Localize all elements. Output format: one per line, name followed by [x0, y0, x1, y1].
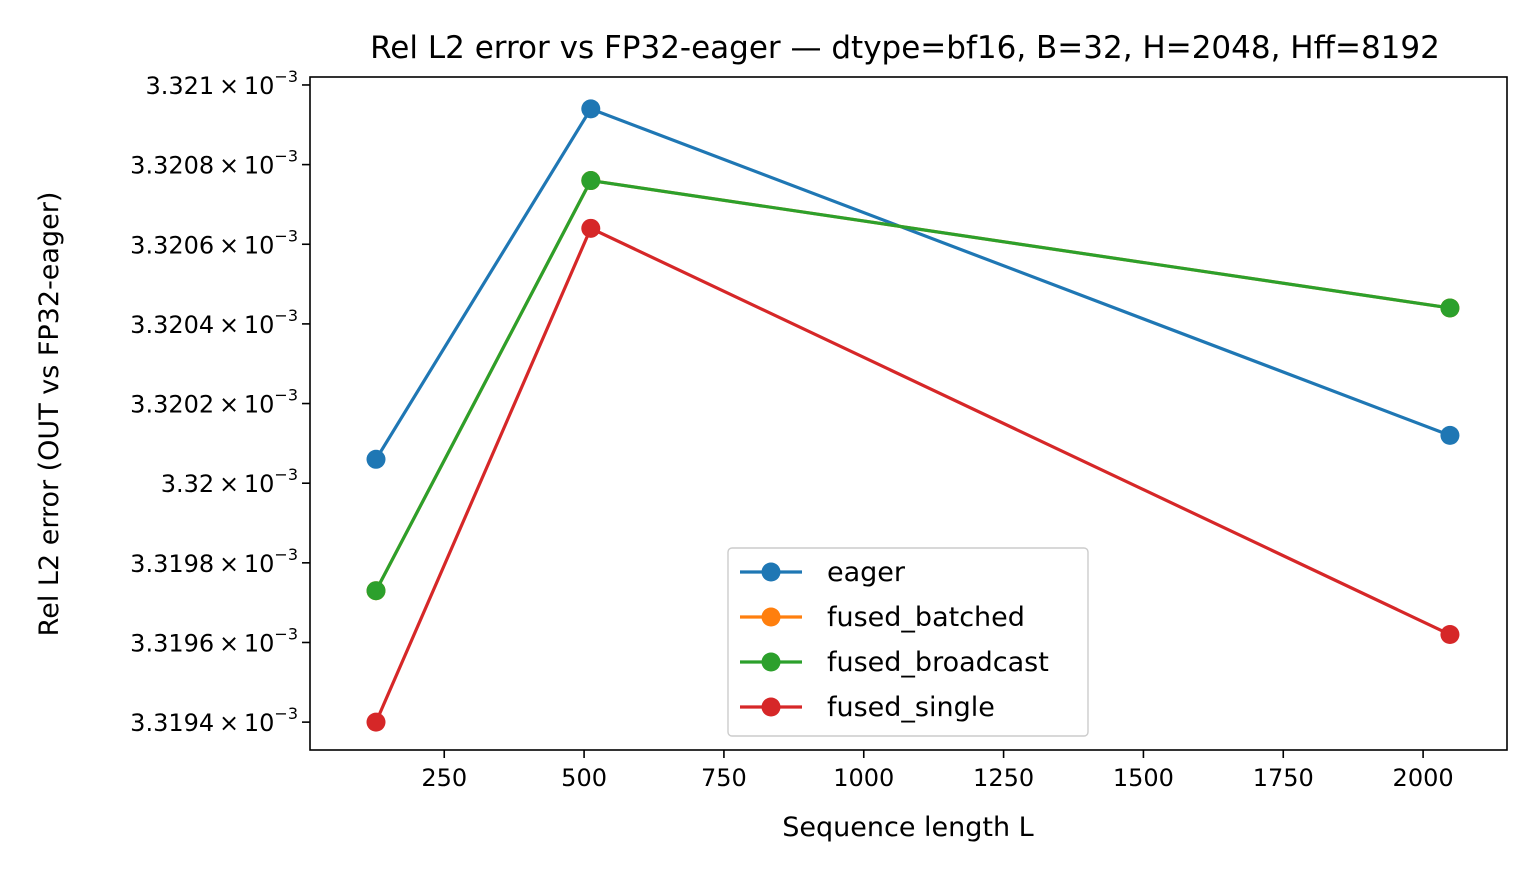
x-tick-label: 1000 [833, 764, 894, 792]
y-tick-times: × [219, 311, 239, 339]
chart-title: Rel L2 error vs FP32-eager — dtype=bf16,… [370, 30, 1440, 66]
y-tick-mantissa: 3.3208 [130, 152, 214, 180]
x-tick-label: 1250 [973, 764, 1034, 792]
y-tick-base: 10 [244, 391, 275, 419]
x-tick-label: 1750 [1253, 764, 1314, 792]
data-point-fused_single [581, 218, 601, 238]
y-tick-times: × [219, 550, 239, 578]
y-tick-base: 10 [244, 231, 275, 259]
y-tick-label: 3.3204 × 10−3 [130, 306, 298, 339]
x-tick-label: 2000 [1393, 764, 1454, 792]
legend-label: fused_single [827, 692, 995, 723]
legend-marker [761, 562, 781, 582]
y-tick-mantissa: 3.3204 [130, 311, 214, 339]
legend-label: fused_broadcast [827, 647, 1049, 678]
series-fused_batched [366, 171, 1460, 601]
y-tick-mantissa: 3.32 [161, 470, 214, 498]
legend-label: fused_batched [827, 602, 1025, 633]
y-tick-times: × [219, 231, 239, 259]
plot-frame [309, 76, 1508, 751]
y-tick-exponent: −3 [274, 226, 298, 245]
y-tick-label: 3.3196 × 10−3 [130, 624, 298, 657]
legend-item-fused_single: fused_single [740, 692, 995, 723]
series-eager [366, 99, 1460, 469]
y-tick-exponent: −3 [274, 67, 298, 86]
legend-box [727, 547, 1089, 737]
y-tick-base: 10 [244, 311, 275, 339]
y-tick-exponent: −3 [274, 704, 298, 723]
y-tick-times: × [219, 152, 239, 180]
series-fused_single [366, 218, 1460, 732]
y-tick-mantissa: 3.321 [145, 72, 214, 100]
data-point-fused_broadcast [366, 581, 386, 601]
data-point-eager [366, 449, 386, 469]
y-tick-exponent: −3 [274, 306, 298, 325]
y-tick-exponent: −3 [274, 147, 298, 166]
y-tick-times: × [219, 470, 239, 498]
series-line-fused_batched [374, 178, 1451, 592]
x-tick-label: 750 [701, 764, 747, 792]
y-tick-base: 10 [244, 629, 275, 657]
y-tick-mantissa: 3.3198 [130, 550, 214, 578]
x-tick-label: 250 [421, 764, 467, 792]
legend-label: eager [827, 557, 906, 588]
x-tick-label: 500 [561, 764, 607, 792]
y-tick-label: 3.32 × 10−3 [161, 465, 298, 498]
y-tick-label: 3.3208 × 10−3 [130, 147, 298, 180]
data-point-fused_broadcast [581, 171, 601, 191]
x-tick-label: 1500 [1113, 764, 1174, 792]
y-tick-times: × [219, 72, 239, 100]
legend-item-fused_batched: fused_batched [740, 602, 1025, 633]
y-tick-exponent: −3 [274, 624, 298, 643]
y-tick-base: 10 [244, 709, 275, 737]
y-tick-times: × [219, 629, 239, 657]
data-point-fused_broadcast [1440, 298, 1460, 318]
y-tick-exponent: −3 [274, 545, 298, 564]
y-tick-label: 3.3202 × 10−3 [130, 386, 298, 419]
legend-marker [761, 697, 781, 717]
series-line-fused_broadcast [374, 178, 1451, 592]
data-point-eager [581, 99, 601, 119]
y-tick-label: 3.3206 × 10−3 [130, 226, 298, 259]
legend-item-eager: eager [740, 557, 906, 588]
series-fused_broadcast [366, 171, 1460, 601]
y-tick-label: 3.3194 × 10−3 [130, 704, 298, 737]
y-tick-mantissa: 3.3202 [130, 391, 214, 419]
x-axis-label: Sequence length L [782, 812, 1033, 843]
y-axis-ticks: 3.3194 × 10−33.3196 × 10−33.3198 × 10−33… [130, 67, 310, 737]
y-tick-mantissa: 3.3194 [130, 709, 214, 737]
legend-item-fused_broadcast: fused_broadcast [740, 647, 1049, 678]
y-tick-base: 10 [244, 470, 275, 498]
y-tick-base: 10 [244, 152, 275, 180]
y-tick-times: × [219, 391, 239, 419]
y-tick-base: 10 [244, 550, 275, 578]
x-axis-ticks: 250 500 750 1000 1250 1500 1750 2000 [421, 750, 1454, 792]
y-tick-base: 10 [244, 72, 275, 100]
y-tick-exponent: −3 [274, 386, 298, 405]
y-tick-mantissa: 3.3206 [130, 231, 214, 259]
y-tick-exponent: −3 [274, 465, 298, 484]
legend-marker [761, 652, 781, 672]
data-point-fused_single [366, 712, 386, 732]
legend: eager fused_batched fused_broadcast fused_s… [727, 547, 1089, 737]
y-tick-label: 3.321 × 10−3 [145, 67, 298, 100]
y-axis-label: Rel L2 error (OUT vs FP32-eager) [34, 192, 65, 637]
legend-marker [761, 607, 781, 627]
data-point-eager [1440, 425, 1460, 445]
y-tick-times: × [219, 709, 239, 737]
y-tick-mantissa: 3.3196 [130, 629, 214, 657]
data-point-fused_single [1440, 625, 1460, 645]
plot-series [366, 99, 1460, 732]
y-tick-label: 3.3198 × 10−3 [130, 545, 298, 578]
